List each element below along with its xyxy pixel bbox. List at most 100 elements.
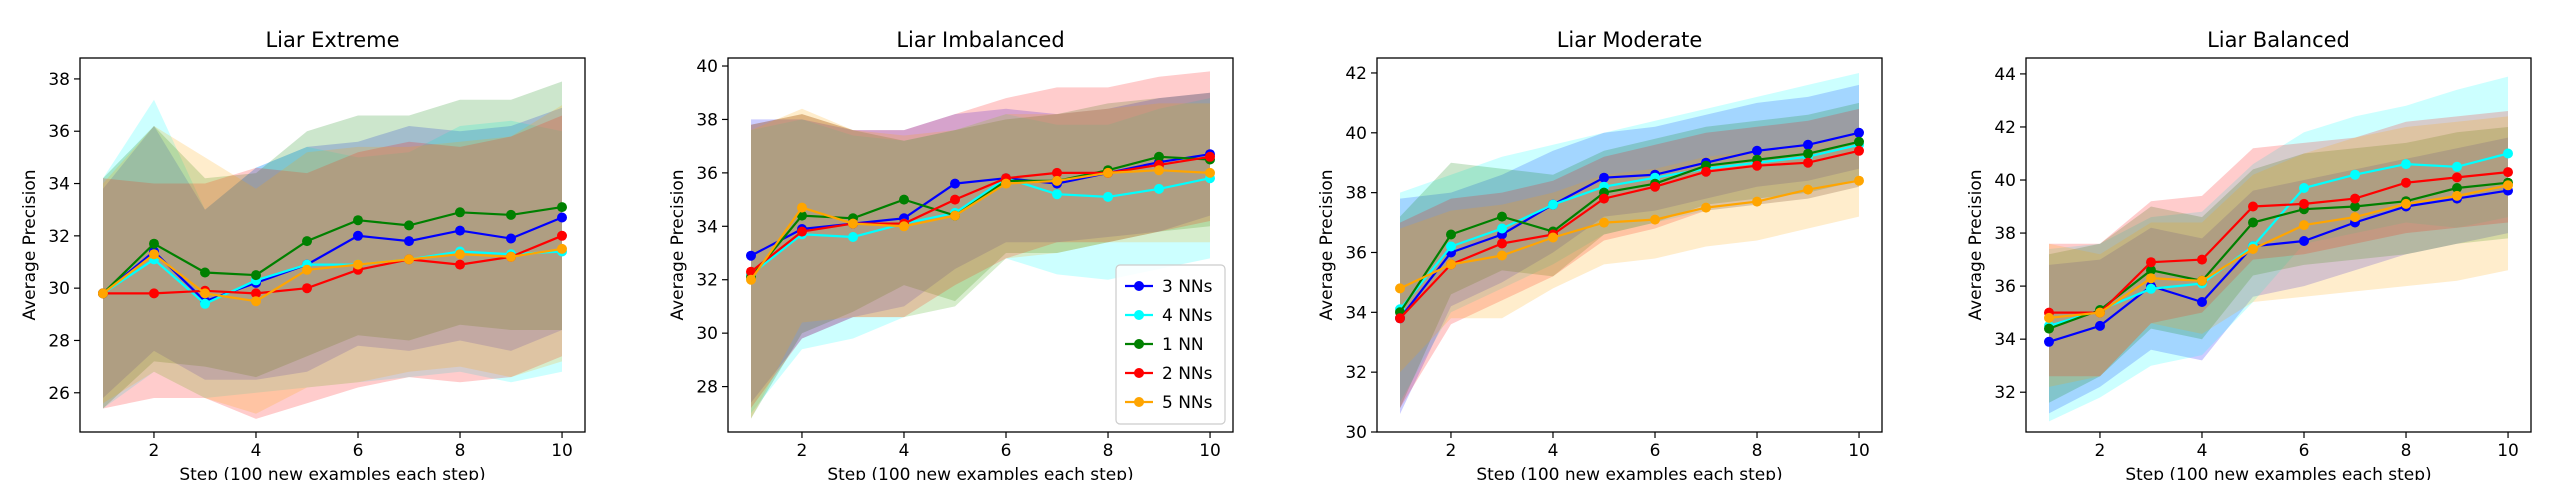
series-line [2048, 184, 2509, 319]
confidence-band [2049, 127, 2508, 403]
data-point [1205, 167, 1215, 178]
y-tick-label: 44 [1994, 65, 2016, 85]
series-line [102, 216, 563, 303]
data-point [2401, 177, 2411, 188]
legend-label: 5 NNs [1162, 393, 1213, 413]
data-point [98, 288, 108, 299]
series-line [750, 169, 1211, 281]
data-point [1599, 172, 1609, 183]
data-point [1497, 211, 1507, 222]
series-line [1399, 140, 1860, 313]
data-point [746, 274, 756, 285]
y-tick-label: 40 [1345, 124, 1367, 144]
data-point [557, 202, 567, 213]
x-tick-label: 4 [2197, 441, 2208, 461]
data-point [899, 194, 909, 205]
data-point [2044, 336, 2054, 347]
confidence-band [1400, 108, 1859, 409]
data-point [2452, 172, 2462, 183]
data-point [848, 218, 858, 229]
data-point [506, 209, 516, 220]
confidence-band [103, 99, 562, 409]
x-tick-label: 6 [1650, 441, 1661, 461]
data-point [2350, 193, 2360, 204]
data-point [302, 283, 312, 294]
series-line [750, 176, 1211, 276]
data-point [1446, 241, 1456, 252]
x-tick-label: 2 [1446, 441, 1457, 461]
data-point [302, 236, 312, 247]
legend-item: 1 NN [1125, 335, 1204, 355]
data-point [2197, 254, 2207, 265]
data-point [2503, 148, 2513, 159]
x-tick-label: 10 [1848, 441, 1870, 461]
data-point [1103, 191, 1113, 202]
series-line [1399, 143, 1860, 310]
chart-title: Liar Imbalanced [896, 28, 1064, 52]
data-point [1803, 148, 1813, 159]
data-point [455, 207, 465, 218]
data-point [1154, 151, 1164, 162]
y-tick-label: 30 [1345, 423, 1367, 443]
data-point [557, 230, 567, 241]
data-point [797, 210, 807, 221]
plot-frame [2025, 57, 2532, 433]
legend-marker [1134, 310, 1144, 320]
data-point [1701, 166, 1711, 177]
x-tick-label: 8 [2401, 441, 2412, 461]
data-point [2146, 273, 2156, 284]
confidence-band [1400, 132, 1859, 373]
x-tick-label: 8 [455, 441, 466, 461]
series-line [102, 250, 563, 306]
data-point [251, 288, 261, 299]
data-point [950, 210, 960, 221]
legend-marker [1134, 368, 1144, 378]
data-point [2197, 297, 2207, 307]
data-point [1701, 202, 1711, 213]
x-axis-label: Step (100 new examples each step) [2125, 465, 2431, 480]
data-point [1497, 250, 1507, 261]
data-point [506, 251, 516, 262]
data-point [2350, 169, 2360, 180]
series-line [750, 155, 1211, 278]
x-axis-label: Step (100 new examples each step) [827, 465, 1133, 480]
data-point [2452, 161, 2462, 172]
y-tick-label: 38 [696, 110, 718, 130]
data-point [2248, 201, 2258, 212]
series-line [1399, 131, 1860, 319]
data-point [2299, 183, 2309, 193]
series-line [2048, 189, 2509, 343]
data-point [1395, 283, 1405, 294]
y-tick-label: 26 [48, 384, 70, 404]
data-point [2146, 265, 2156, 276]
y-tick-label: 36 [48, 122, 70, 142]
confidence-band [103, 105, 562, 414]
x-tick-label: 2 [2095, 441, 2106, 461]
subplot-panel: 2 4 6 8 10 32 34 36 38 40 42 44 Liar Balanced Step (1… [1966, 28, 2532, 480]
data-point [2503, 180, 2513, 191]
data-point [1650, 214, 1660, 225]
data-point [149, 238, 159, 249]
y-tick-label: 34 [1994, 330, 2016, 350]
data-point [1446, 229, 1456, 240]
data-point [557, 243, 567, 254]
series-line [1399, 149, 1860, 320]
data-point [200, 267, 210, 278]
x-axis-label: Step (100 new examples each step) [1476, 465, 1782, 480]
data-point [455, 249, 465, 260]
confidence-band [751, 71, 1210, 409]
subplot-panel: 2 4 6 8 10 28 30 32 34 36 38 40 Liar Imbalanced Step … [668, 28, 1234, 480]
data-point [1154, 183, 1164, 194]
x-tick-label: 4 [899, 441, 910, 461]
data-point [1497, 223, 1507, 234]
data-point [353, 259, 363, 270]
data-point [506, 233, 516, 244]
y-tick-label: 32 [696, 271, 718, 291]
data-point [455, 259, 465, 270]
y-tick-label: 40 [1994, 171, 2016, 191]
data-point [2044, 323, 2054, 334]
confidence-band [2049, 116, 2508, 387]
x-tick-label: 8 [1752, 441, 1763, 461]
y-axis-label: Average Precision [1317, 169, 1337, 320]
